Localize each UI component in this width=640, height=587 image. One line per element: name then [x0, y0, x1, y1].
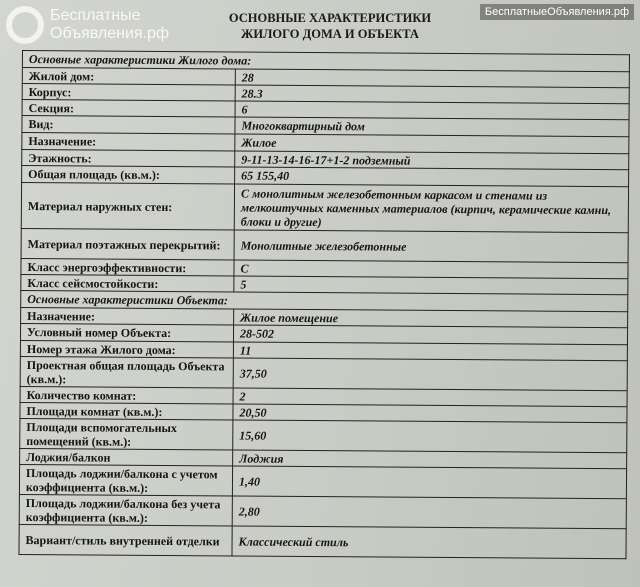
- row-label: Площадь лоджии/балкона с учетом коэффици…: [19, 464, 233, 496]
- row-label: Условный номер Объекта:: [20, 323, 234, 342]
- title-line: ЖИЛОГО ДОМА И ОБЪЕКТА: [241, 27, 419, 41]
- table-row: Площадь лоджии/балкона без учета коэффиц…: [19, 494, 627, 529]
- row-label: Назначение:: [20, 307, 234, 325]
- title-line: ОСНОВНЫЕ ХАРАКТЕРИСТИКИ: [228, 11, 432, 25]
- row-label: Площадь лоджии/балкона без учета коэффиц…: [19, 494, 233, 526]
- row-label: Площади комнат (кв.м.):: [19, 402, 234, 420]
- row-label: Материал поэтажных перекрытий:: [21, 228, 235, 260]
- table-row: Материал наружных стен: С монолитным желе…: [21, 182, 629, 233]
- row-value: 2,80: [232, 495, 627, 529]
- row-value: 1,40: [232, 465, 627, 499]
- watermark-text: Бесплатные Объявления.рф: [50, 7, 170, 42]
- row-label: Этажность:: [21, 149, 235, 167]
- table-row: Площади вспомогательных помещений (кв.м.…: [19, 418, 627, 453]
- row-label: Корпус:: [22, 83, 236, 101]
- row-value: 15,60: [232, 419, 627, 453]
- row-label: Проектная общая площадь Объекта (кв.м.):: [20, 356, 234, 388]
- row-label: Класс энергоэффективности:: [20, 258, 235, 276]
- row-label: Номер этажа Жилого дома:: [20, 340, 234, 358]
- watermark: Бесплатные Объявления.рф: [6, 6, 170, 46]
- row-label: Количество комнат:: [20, 386, 234, 404]
- row-label: Материал наружных стен:: [21, 182, 235, 230]
- characteristics-table: Основные характеристики Жилого дома: Жило…: [18, 50, 630, 559]
- watermark-footer: БесплатныеОбъявления.рф: [479, 4, 634, 20]
- row-value: С монолитным железобетонным каркасом и с…: [234, 183, 629, 233]
- row-label: Вариант/стиль внутренней отделки: [18, 524, 233, 556]
- row-label: Площади вспомогательных помещений (кв.м.…: [19, 418, 233, 450]
- row-label: Класс сейсмостойкости:: [20, 274, 234, 292]
- row-label: Назначение:: [21, 132, 235, 151]
- table-row: Площадь лоджии/балкона с учетом коэффици…: [19, 464, 627, 499]
- row-value: 37,50: [233, 357, 628, 391]
- row-label: Лоджия/балкон: [19, 448, 233, 466]
- row-label: Вид:: [21, 115, 236, 134]
- row-label: Секция:: [22, 99, 236, 117]
- document-title: ОСНОВНЫЕ ХАРАКТЕРИСТИКИ ЖИЛОГО ДОМА И ОБ…: [150, 10, 510, 42]
- row-value: Монолитные железобетонные: [234, 229, 629, 263]
- table-row: Материал поэтажных перекрытий: Монолитные…: [21, 228, 629, 263]
- row-label: Жилой дом:: [22, 67, 236, 85]
- watermark-logo-icon: [6, 6, 44, 44]
- table-row: Вариант/стиль внутренней отделки Классиче…: [18, 524, 627, 559]
- row-label: Общая площадь (кв.м.):: [21, 165, 235, 184]
- row-value: Классический стиль: [231, 525, 627, 559]
- table-row: Проектная общая площадь Объекта (кв.м.):…: [20, 356, 628, 391]
